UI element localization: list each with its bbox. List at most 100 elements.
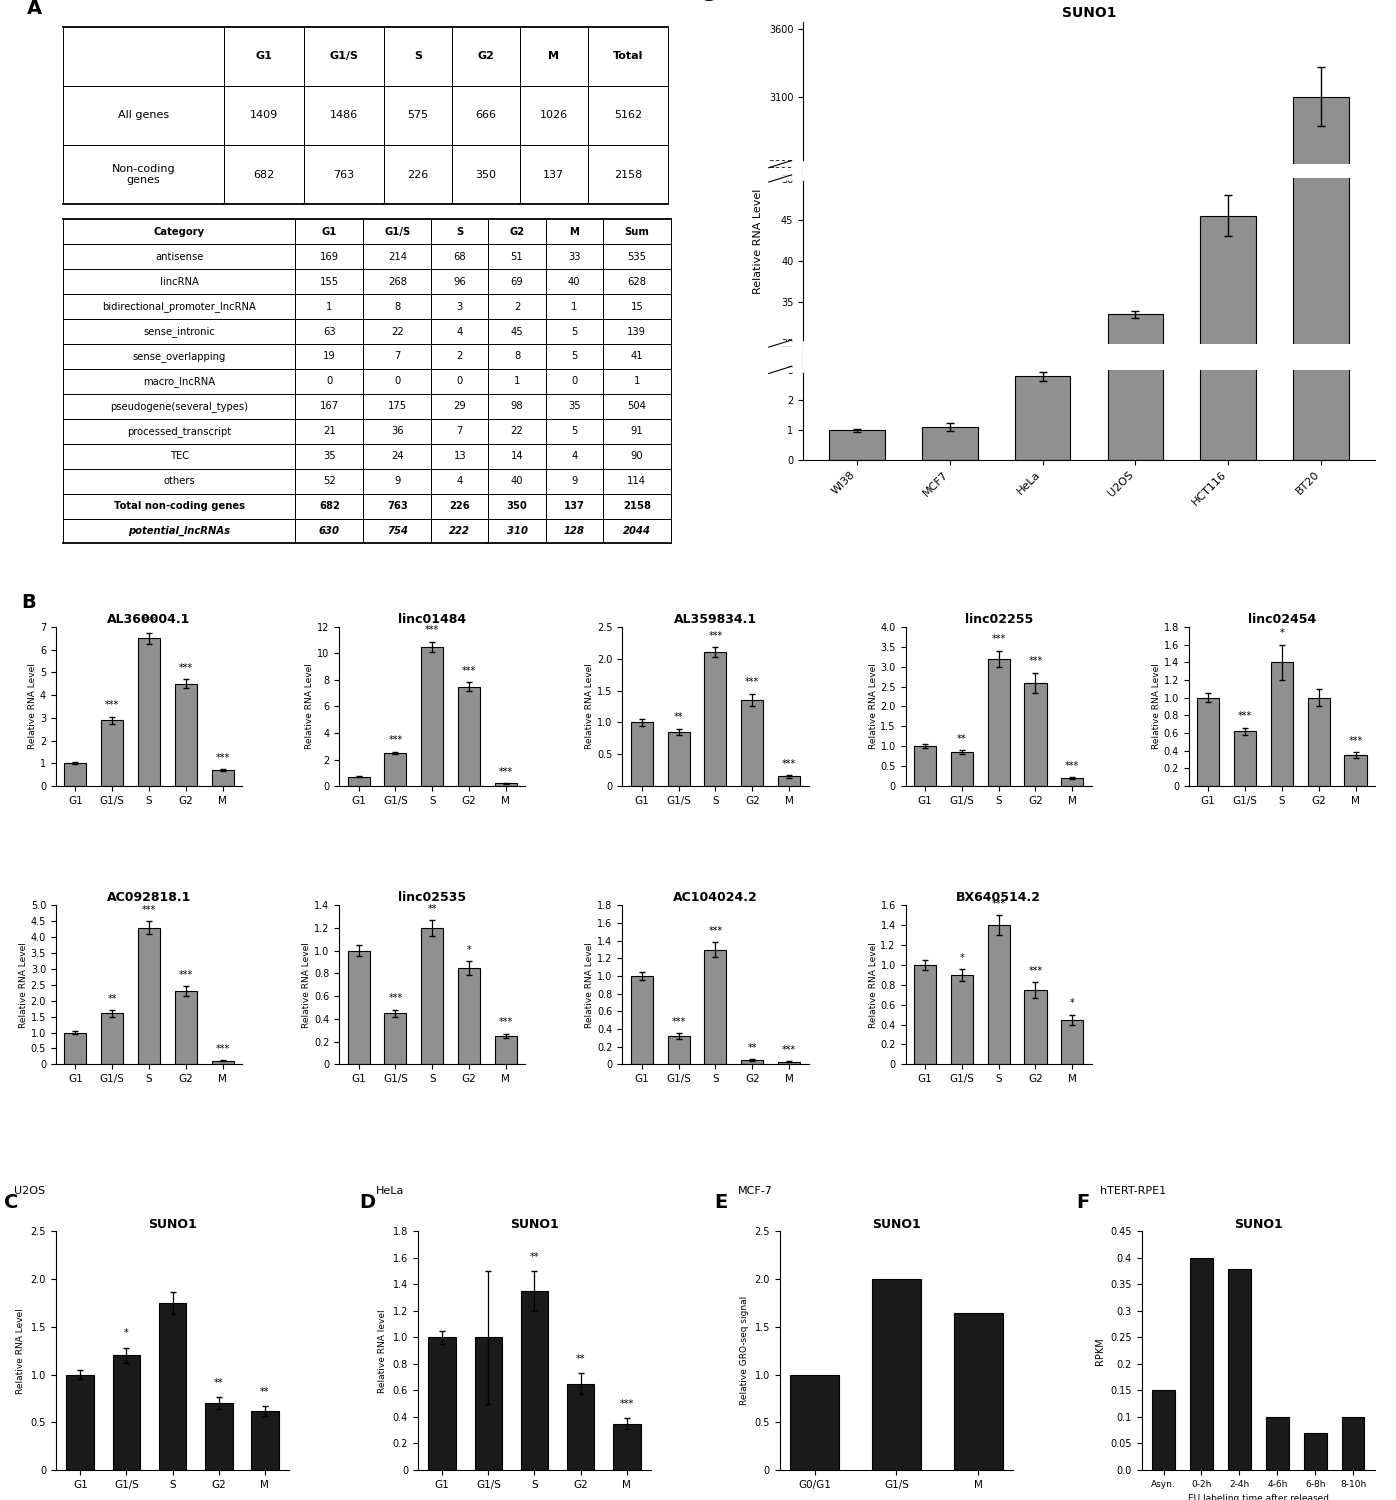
Bar [921,427,977,460]
FancyBboxPatch shape [296,219,363,245]
FancyBboxPatch shape [296,369,363,394]
Text: G: G [699,0,716,4]
FancyBboxPatch shape [431,419,489,444]
Text: pseudogene(several_types): pseudogene(several_types) [110,400,248,412]
Text: 5162: 5162 [614,111,642,120]
FancyBboxPatch shape [489,468,546,494]
FancyBboxPatch shape [63,494,296,519]
FancyBboxPatch shape [431,444,489,468]
Bar [1344,754,1367,786]
Text: ***: *** [1349,736,1362,746]
Text: S: S [456,226,463,237]
Bar [174,684,197,786]
Bar [914,747,937,786]
Text: HeLa: HeLa [376,1185,403,1196]
Bar [138,639,161,786]
Text: 5: 5 [571,426,578,436]
Bar [1061,1020,1083,1065]
Text: 1486: 1486 [329,111,359,120]
Text: 128: 128 [564,526,585,536]
Title: AL360004.1: AL360004.1 [107,614,191,626]
X-axis label: EU labeling time after released
from arrest at G1/S border: EU labeling time after released from arr… [1188,1494,1329,1500]
Text: Category: Category [154,226,205,237]
Bar [705,652,726,786]
Text: lincRNA: lincRNA [159,276,198,286]
Text: 1: 1 [634,376,639,387]
Text: 139: 139 [627,327,646,336]
Text: 4: 4 [571,452,578,460]
Bar [348,777,370,786]
FancyBboxPatch shape [296,468,363,494]
Bar [138,927,161,1065]
FancyBboxPatch shape [363,268,431,294]
Text: Non-coding
genes: Non-coding genes [112,164,176,186]
Text: 2: 2 [456,351,463,361]
Text: ***: *** [215,753,230,762]
Text: S: S [415,51,422,62]
FancyBboxPatch shape [546,219,603,245]
FancyBboxPatch shape [363,294,431,320]
Text: 630: 630 [318,526,339,536]
FancyBboxPatch shape [546,394,603,418]
FancyBboxPatch shape [296,444,363,468]
FancyBboxPatch shape [223,146,304,204]
Bar [174,992,197,1065]
FancyBboxPatch shape [363,444,431,468]
Bar [667,732,690,786]
Title: linc01484: linc01484 [398,614,466,626]
Bar [1061,778,1083,786]
Y-axis label: Relative RNA Level: Relative RNA Level [868,942,878,1028]
Text: 763: 763 [387,501,408,512]
FancyBboxPatch shape [546,268,603,294]
Text: 666: 666 [476,111,497,120]
FancyBboxPatch shape [603,394,670,418]
FancyBboxPatch shape [489,244,546,268]
FancyBboxPatch shape [489,394,546,418]
Text: 535: 535 [627,252,646,261]
Text: processed_transcript: processed_transcript [127,426,232,436]
Bar [64,764,87,786]
Text: 35: 35 [568,402,581,411]
FancyBboxPatch shape [431,244,489,268]
FancyBboxPatch shape [546,519,603,543]
Text: 22: 22 [511,426,524,436]
FancyBboxPatch shape [519,146,588,204]
Text: 35: 35 [322,452,335,460]
Bar [1198,698,1219,786]
Text: ***: *** [991,634,1005,645]
Bar [705,950,726,1065]
FancyBboxPatch shape [296,294,363,320]
Bar [1015,376,1071,460]
Text: **: ** [577,1353,585,1364]
Bar [64,1032,87,1065]
FancyBboxPatch shape [489,344,546,369]
FancyBboxPatch shape [363,494,431,519]
Text: 9: 9 [571,476,578,486]
Text: 2044: 2044 [623,526,651,536]
Text: G2: G2 [510,226,525,237]
Y-axis label: RPKM: RPKM [1094,1336,1104,1365]
Text: *: * [959,952,965,963]
Text: 52: 52 [322,476,335,486]
Text: ***: *** [782,1046,796,1054]
FancyBboxPatch shape [546,244,603,268]
Text: ***: *** [620,1400,634,1408]
Text: 1409: 1409 [250,111,278,120]
Title: SUNO1: SUNO1 [872,1218,921,1231]
Y-axis label: Relative RNA Level: Relative RNA Level [868,663,878,750]
Y-axis label: Relative RNA Level: Relative RNA Level [302,942,311,1028]
Bar [790,1374,839,1470]
Text: 41: 41 [631,351,644,361]
FancyBboxPatch shape [363,369,431,394]
Text: M: M [570,226,579,237]
Text: MCF-7: MCF-7 [737,1185,772,1196]
Bar [212,1060,233,1065]
Y-axis label: Relative RNA Level: Relative RNA Level [1152,663,1161,750]
Text: U2OS: U2OS [14,1185,45,1196]
FancyBboxPatch shape [363,468,431,494]
Y-axis label: Relative RNA level: Relative RNA level [378,1310,387,1392]
Text: ***: *** [1029,657,1043,666]
Bar [914,964,937,1065]
Text: **: ** [958,734,966,744]
Text: 14: 14 [511,452,524,460]
